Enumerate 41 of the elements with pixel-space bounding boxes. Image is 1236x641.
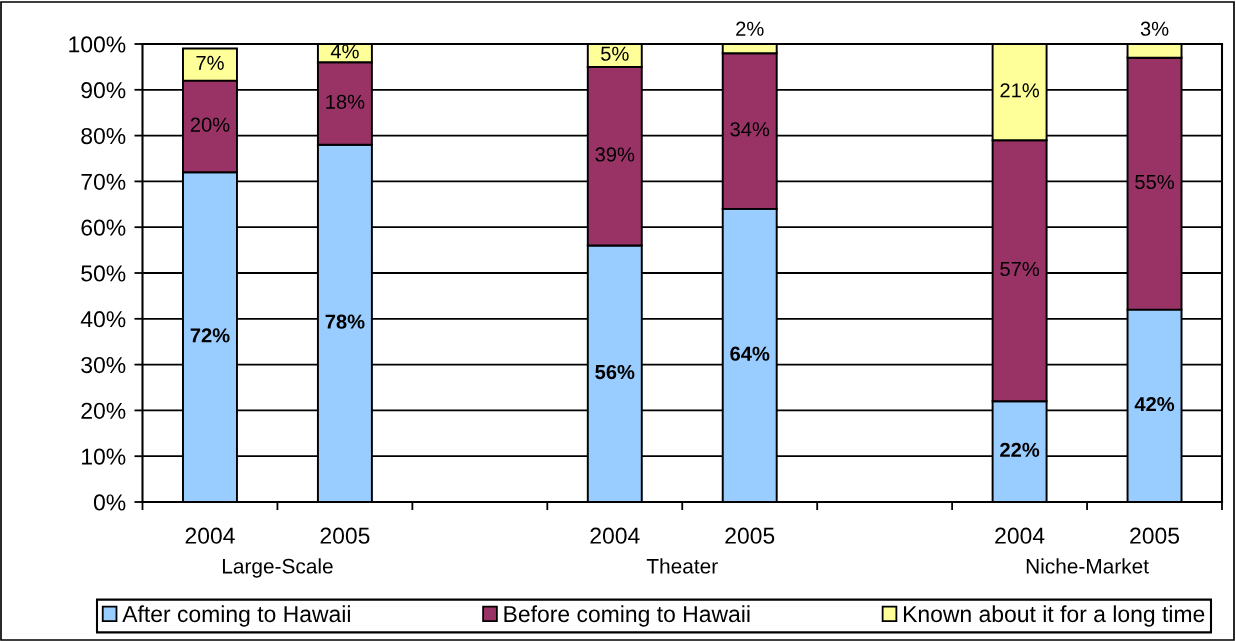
data-label: 56% [595,364,635,380]
text: Niche-Market [1026,558,1149,574]
y-tick-label: 10% [82,448,126,465]
y-tick-label: 30% [81,356,126,374]
x-tick-label: 2005 [320,527,370,544]
data-label: 7% [196,55,224,70]
y-tick-label: 100% [69,36,126,53]
x-tick-label: 2005 [1130,527,1180,544]
y-tick-label: 40% [80,311,126,328]
y-tick-label: 60% [81,219,126,236]
y-tick-label: 70% [81,173,126,190]
text: Theater [646,558,718,574]
data-label: 34% [730,122,770,137]
x-tick-label: 2004 [185,527,235,544]
legend-label: After coming to Hawaii [122,605,350,627]
data-label: 78% [325,314,365,329]
y-tick-label: 20% [81,402,126,419]
data-label: 39% [595,147,635,162]
y-tick-label: 80% [81,127,126,145]
data-label: 3% [1140,21,1169,36]
y-tick-label: 0% [93,494,126,511]
data-label: 64% [730,346,770,361]
x-tick-label: 2004 [995,527,1045,544]
data-label: 20% [190,117,230,132]
data-label: 4% [330,44,359,59]
data-label: 2% [736,21,764,36]
data-label: 21% [1000,83,1040,98]
data-label: 42% [1134,396,1175,412]
text: Large-Scale [222,558,333,578]
data-label: 57% [1000,261,1040,277]
data-label: 5% [601,46,629,61]
x-tick-label: 2004 [590,527,640,544]
legend-label: Before coming to Hawaii [504,605,750,627]
data-label: 18% [326,94,365,109]
legend-label: Known about it for a long time [903,605,1205,627]
data-label: 55% [1135,174,1174,190]
x-tick-label: 2005 [725,527,775,544]
data-label: 22% [1000,442,1040,457]
y-tick-label: 50% [81,265,126,282]
data-label: 72% [190,328,230,343]
y-tick-label: 90% [81,82,126,99]
